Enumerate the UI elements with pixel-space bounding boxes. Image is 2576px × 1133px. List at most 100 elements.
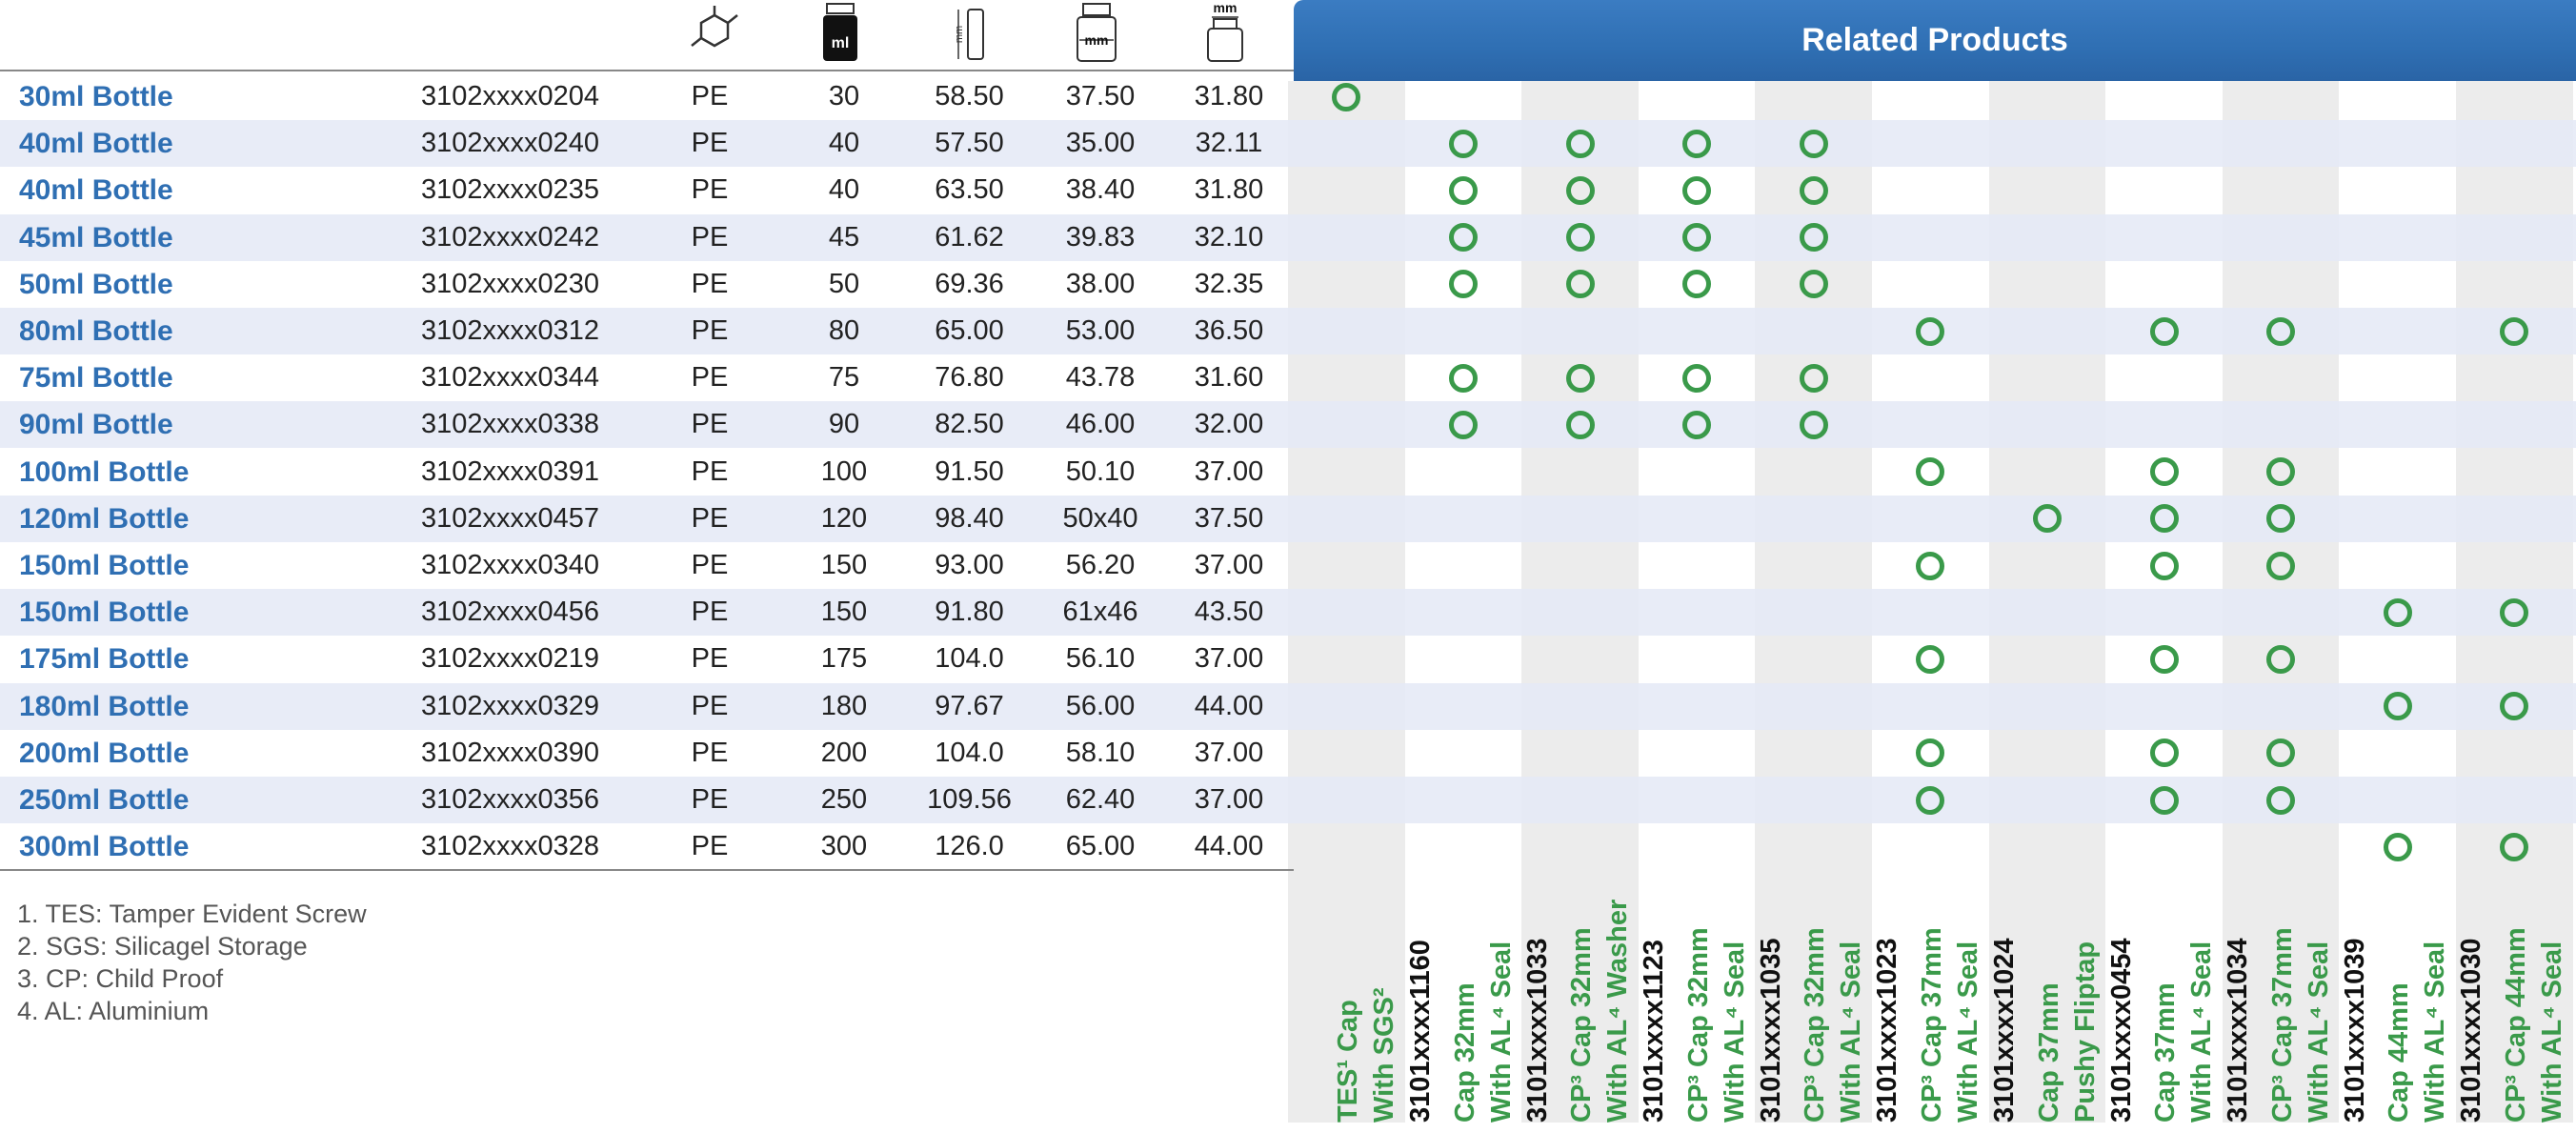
compatibility-mark (1565, 223, 1595, 253)
row-band (0, 213, 2576, 261)
height-cell: 65.00 (935, 315, 1004, 346)
height-cell: 57.50 (935, 128, 1004, 159)
compatibility-mark (1682, 176, 1712, 205)
related-product-line1: Cap 37mm (2033, 982, 2064, 1123)
related-product-line1: CP³ Cap 32mm (1566, 927, 1598, 1123)
product-code: 3102xxxx0230 (421, 268, 600, 299)
material-cell: PE (691, 315, 729, 346)
related-product-line2: With SGS² (1369, 987, 1399, 1123)
width-cell: 56.20 (1065, 550, 1136, 580)
neck-cell: 44.00 (1194, 690, 1264, 721)
compatibility-mark (2500, 316, 2529, 346)
material-cell: PE (691, 409, 729, 440)
compatibility-mark (1565, 176, 1595, 205)
product-name: 40ml Bottle (19, 174, 173, 207)
volume-cell: 80 (828, 315, 860, 346)
compatibility-mark (2149, 785, 2179, 815)
related-product-label: CP³ Cap 44mm With AL⁴ Seal 3101xxxx1022 (2456, 877, 2576, 1123)
footnote-3: 3. CP: Child Proof (17, 964, 224, 993)
neck-cell: 31.60 (1194, 362, 1264, 394)
width-cell: 38.00 (1065, 268, 1136, 299)
width-cell: 58.10 (1065, 737, 1136, 768)
product-name: 50ml Bottle (19, 268, 173, 300)
volume-cell: 150 (820, 550, 868, 580)
related-product-label: Cap 37mm Pushy Fliptap 3101xxxx0454 (1989, 877, 2137, 1123)
neck-cell: 31.80 (1194, 174, 1264, 206)
compatibility-mark (2500, 692, 2529, 721)
compatibility-mark (1448, 129, 1478, 158)
row-band (0, 495, 2576, 542)
product-name: 30ml Bottle (19, 81, 173, 112)
volume-cell: 300 (820, 831, 868, 862)
related-product-label: CP³ Cap 32mm With AL⁴ Seal 3101xxxx1035 (1639, 877, 1786, 1123)
related-product-label: Cap 37mm With AL⁴ Seal 3101xxxx1034 (2105, 877, 2253, 1123)
product-code: 3102xxxx0219 (421, 643, 600, 675)
product-code: 3102xxxx0344 (421, 362, 600, 394)
neck-cell: 37.00 (1194, 737, 1264, 768)
volume-cell: 40 (828, 174, 860, 206)
material-cell: PE (691, 268, 729, 299)
volume-cell: 100 (820, 455, 868, 487)
compatibility-mark (1916, 645, 1945, 674)
compatibility-mark (1448, 363, 1478, 393)
product-name: 180ml Bottle (19, 690, 190, 722)
related-product-line2: Pushy Fliptap (2069, 941, 2101, 1123)
related-product-line1: Cap 37mm (2150, 982, 2182, 1123)
volume-cell: 200 (820, 737, 868, 768)
related-product-line2: With AL⁴ Washer (1602, 899, 1634, 1123)
compatibility-mark (2383, 597, 2412, 627)
width-cell: 37.50 (1065, 81, 1136, 111)
compatibility-mark (2266, 551, 2296, 580)
related-product-line1: CP³ Cap 32mm (1682, 927, 1714, 1123)
compatibility-mark (1565, 129, 1595, 158)
material-cell: PE (691, 550, 729, 580)
volume-cell: 150 (820, 597, 868, 628)
volume-cell: 90 (828, 409, 860, 440)
material-cell: PE (691, 831, 729, 862)
compatibility-mark (2149, 316, 2179, 346)
compatibility-mark (1448, 223, 1478, 253)
width-cell: 38.40 (1065, 174, 1136, 206)
width-cell: 53.00 (1065, 315, 1136, 346)
product-code: 3102xxxx0242 (421, 221, 600, 253)
neck-cell: 32.00 (1194, 409, 1264, 440)
compatibility-mark (1682, 223, 1712, 253)
height-cell: 91.50 (935, 455, 1004, 487)
width-cell: 39.83 (1065, 221, 1136, 253)
material-cell: PE (691, 690, 729, 721)
height-cell: 104.0 (935, 643, 1004, 675)
product-name: 90ml Bottle (19, 409, 173, 441)
row-band (0, 682, 2576, 730)
compatibility-mark (1565, 363, 1595, 393)
compatibility-mark (2266, 645, 2296, 674)
related-product-line1: CP³ Cap 37mm (2266, 927, 2298, 1123)
compatibility-mark (2266, 457, 2296, 487)
compatibility-mark (2149, 457, 2179, 487)
related-product-label: TES¹ Cap With SGS² 3101xxxx1160 (1288, 877, 1436, 1123)
product-name: 250ml Bottle (19, 784, 190, 816)
compatibility-mark (1799, 363, 1828, 393)
compatibility-mark (2149, 504, 2179, 534)
height-cell: 82.50 (935, 409, 1004, 440)
height-icon: mm (949, 6, 987, 63)
volume-icon: ml (821, 2, 859, 63)
compatibility-mark (1565, 270, 1595, 299)
product-name: 150ml Bottle (19, 550, 190, 581)
row-band (0, 777, 2576, 823)
compatibility-mark (2266, 316, 2296, 346)
width-icon: mm (1074, 2, 1119, 63)
height-cell: 61.62 (935, 221, 1004, 253)
compatibility-mark (2266, 504, 2296, 534)
volume-cell: 40 (828, 128, 860, 159)
compatibility-mark (2500, 597, 2529, 627)
volume-cell: 45 (828, 221, 860, 253)
height-cell: 76.80 (935, 362, 1004, 394)
height-cell: 109.56 (927, 784, 1012, 815)
related-product-line2: With AL⁴ Seal (2303, 941, 2334, 1123)
product-code: 3102xxxx0457 (421, 502, 600, 534)
related-product-line1: Cap 44mm (2384, 982, 2415, 1123)
compatibility-mark (1799, 176, 1828, 205)
height-cell: 91.80 (935, 597, 1004, 628)
height-cell: 63.50 (935, 174, 1004, 206)
compatibility-mark (1916, 738, 1945, 768)
